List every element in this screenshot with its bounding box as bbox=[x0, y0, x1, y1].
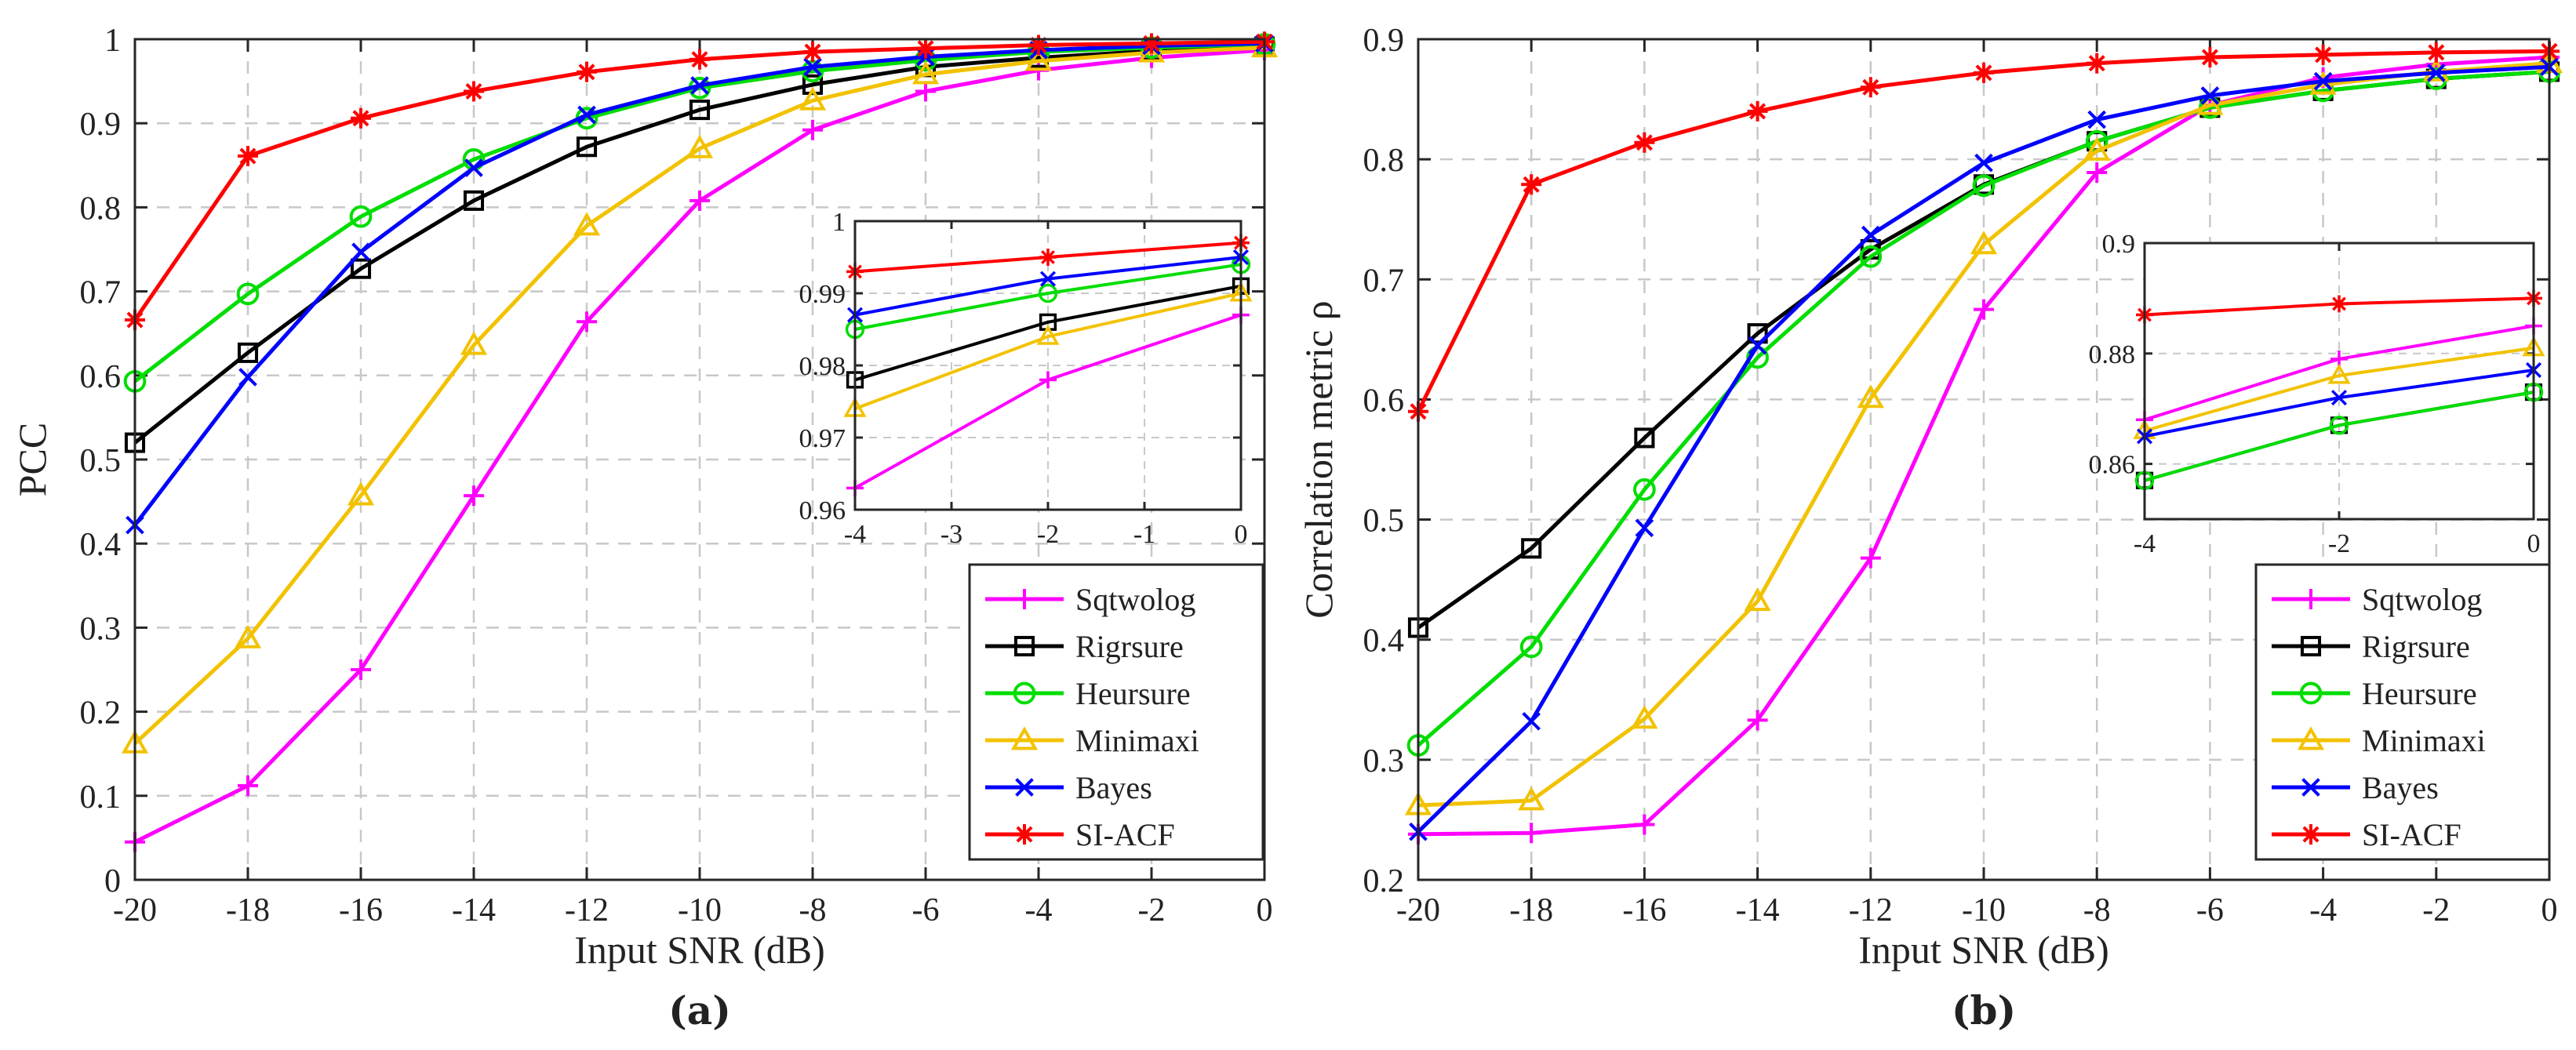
x-tick-label: -8 bbox=[799, 892, 827, 928]
x-tick-label: -6 bbox=[2196, 892, 2224, 928]
x-tick-label: -14 bbox=[1736, 892, 1780, 928]
data-point-si-acf bbox=[689, 49, 710, 70]
x-tick-label: -4 bbox=[1025, 892, 1053, 928]
inset-y-tick-label: 0.97 bbox=[799, 424, 846, 453]
y-tick-label: 0.5 bbox=[80, 443, 122, 479]
x-tick-label: -10 bbox=[678, 892, 722, 928]
legend-label-bayes: Bayes bbox=[2362, 770, 2439, 805]
chart-panel-b: 0.20.30.40.50.60.70.80.9-20 -18 -16 -14 -12-… bbox=[1297, 23, 2560, 1034]
legend-label-sqtwolog: Sqtwolog bbox=[1075, 582, 1195, 617]
legend-label-rigrsure: Rigrsure bbox=[1075, 629, 1184, 664]
inset-chart: 0.86 0.88 0.9 -4 -2 0 bbox=[2089, 230, 2543, 558]
y-axis-label: Correlation metric ρ bbox=[1297, 300, 1341, 618]
y-tick-label: 0.2 bbox=[80, 696, 122, 732]
data-point-si-acf bbox=[802, 42, 823, 62]
data-point-si-acf bbox=[915, 38, 936, 59]
inset-x-tick-label: -2 bbox=[1037, 520, 1059, 549]
y-tick-label: 0.1 bbox=[80, 779, 122, 816]
data-point-si-acf bbox=[464, 81, 484, 101]
y-tick-label: 0.8 bbox=[1363, 143, 1405, 179]
y-tick-label: 0.5 bbox=[1363, 503, 1405, 540]
inset-y-tick-label: 0.98 bbox=[799, 352, 846, 381]
legend-label-heursure: Heursure bbox=[2362, 676, 2477, 711]
inset-y-tick-label: 0.9 bbox=[2102, 230, 2136, 259]
y-tick-label: 0.9 bbox=[1363, 23, 1405, 59]
legend-label-si-acf: SI-ACF bbox=[1075, 817, 1175, 852]
inset-x-tick-label: -3 bbox=[941, 520, 962, 549]
inset-y-tick-label: 0.88 bbox=[2089, 340, 2136, 369]
x-tick-label: -20 bbox=[113, 892, 157, 928]
inset-x-tick-label: -2 bbox=[2328, 529, 2350, 558]
inset-data-point-si-acf bbox=[1039, 249, 1057, 266]
x-tick-label: -12 bbox=[565, 892, 609, 928]
inset-x-tick-label: -4 bbox=[2134, 529, 2156, 558]
inset-x-tick-label: -1 bbox=[1133, 520, 1155, 549]
y-tick-label: 0.7 bbox=[1363, 263, 1405, 299]
x-tick-label: -16 bbox=[1622, 892, 1666, 928]
inset-plot-background bbox=[2145, 243, 2534, 519]
legend: Sqtwolog Rigrsure Heursure Minimaxi Bayes SI-… bbox=[2256, 565, 2549, 859]
legend-label-minimaxi: Minimaxi bbox=[2362, 723, 2486, 758]
inset-y-tick-label: 0.86 bbox=[2089, 451, 2136, 480]
data-point-si-acf bbox=[1521, 174, 1541, 194]
data-point-si-acf bbox=[1028, 35, 1049, 56]
inset-y-tick-label: 0.96 bbox=[799, 496, 846, 525]
inset-y-tick-label: 1 bbox=[832, 208, 846, 237]
inset-data-point-si-acf bbox=[2330, 295, 2348, 312]
inset-x-tick-label: 0 bbox=[1235, 520, 1248, 549]
x-tick-label: -4 bbox=[2309, 892, 2337, 928]
y-tick-label: 0.9 bbox=[80, 107, 122, 143]
x-axis-label: Input SNR (dB) bbox=[1858, 928, 2108, 972]
x-tick-label: -16 bbox=[339, 892, 383, 928]
x-tick-label: -18 bbox=[226, 892, 270, 928]
legend-label-si-acf: SI-ACF bbox=[2362, 817, 2461, 852]
x-tick-label: -18 bbox=[1509, 892, 1553, 928]
data-point-si-acf bbox=[1141, 33, 1162, 53]
y-tick-label: 0.8 bbox=[80, 191, 122, 227]
y-tick-label: 0.7 bbox=[80, 275, 122, 311]
y-tick-label: 1 bbox=[104, 23, 121, 59]
data-point-si-acf bbox=[577, 62, 597, 82]
x-tick-label: 0 bbox=[2541, 892, 2558, 928]
inset-x-tick-label: 0 bbox=[2527, 529, 2541, 558]
x-tick-label: -12 bbox=[1849, 892, 1893, 928]
y-tick-label: 0.6 bbox=[80, 359, 122, 395]
figure-canvas: 00.10.20.30.40.50.60.70.80.91-20 -18 -16 -1… bbox=[0, 0, 2576, 1050]
x-tick-label: -6 bbox=[912, 892, 940, 928]
legend-label-sqtwolog: Sqtwolog bbox=[2362, 582, 2482, 617]
legend-label-heursure: Heursure bbox=[1075, 676, 1191, 711]
x-tick-label: -14 bbox=[452, 892, 496, 928]
y-tick-label: 0.4 bbox=[1363, 623, 1405, 659]
legend-marker-si-acf bbox=[2301, 824, 2321, 845]
y-tick-label: 0.3 bbox=[1363, 743, 1405, 779]
x-tick-label: -20 bbox=[1396, 892, 1440, 928]
x-axis-label: Input SNR (dB) bbox=[574, 928, 824, 972]
x-tick-label: -2 bbox=[1138, 892, 1166, 928]
y-tick-label: 0.6 bbox=[1363, 383, 1405, 419]
panel-label: (a) bbox=[668, 987, 731, 1034]
legend-label-minimaxi: Minimaxi bbox=[1075, 723, 1199, 758]
inset-x-tick-label: -4 bbox=[844, 520, 866, 549]
x-tick-label: -10 bbox=[1962, 892, 2006, 928]
x-tick-label: 0 bbox=[1257, 892, 1273, 928]
legend-label-rigrsure: Rigrsure bbox=[2362, 629, 2470, 664]
y-tick-label: 0.4 bbox=[80, 527, 122, 563]
legend-label-bayes: Bayes bbox=[1075, 770, 1152, 805]
y-axis-label: PCC bbox=[10, 423, 54, 497]
y-tick-label: 0.3 bbox=[80, 611, 122, 647]
x-tick-label: -2 bbox=[2422, 892, 2450, 928]
panel-label: (b) bbox=[1952, 987, 2016, 1034]
legend: Sqtwolog Rigrsure Heursure Minimaxi Bayes SI-… bbox=[970, 565, 1263, 859]
inset-y-tick-label: 0.99 bbox=[799, 280, 846, 309]
legend-marker-si-acf bbox=[1014, 824, 1035, 845]
data-point-si-acf bbox=[1974, 63, 1994, 83]
chart-panel-a: 00.10.20.30.40.50.60.70.80.91-20 -18 -16 -1… bbox=[10, 23, 1275, 1034]
inset-chart: 0.96 0.97 0.98 0.99 1 -4 -3 -2 -1 0 bbox=[799, 208, 1250, 549]
x-tick-label: -8 bbox=[2083, 892, 2111, 928]
